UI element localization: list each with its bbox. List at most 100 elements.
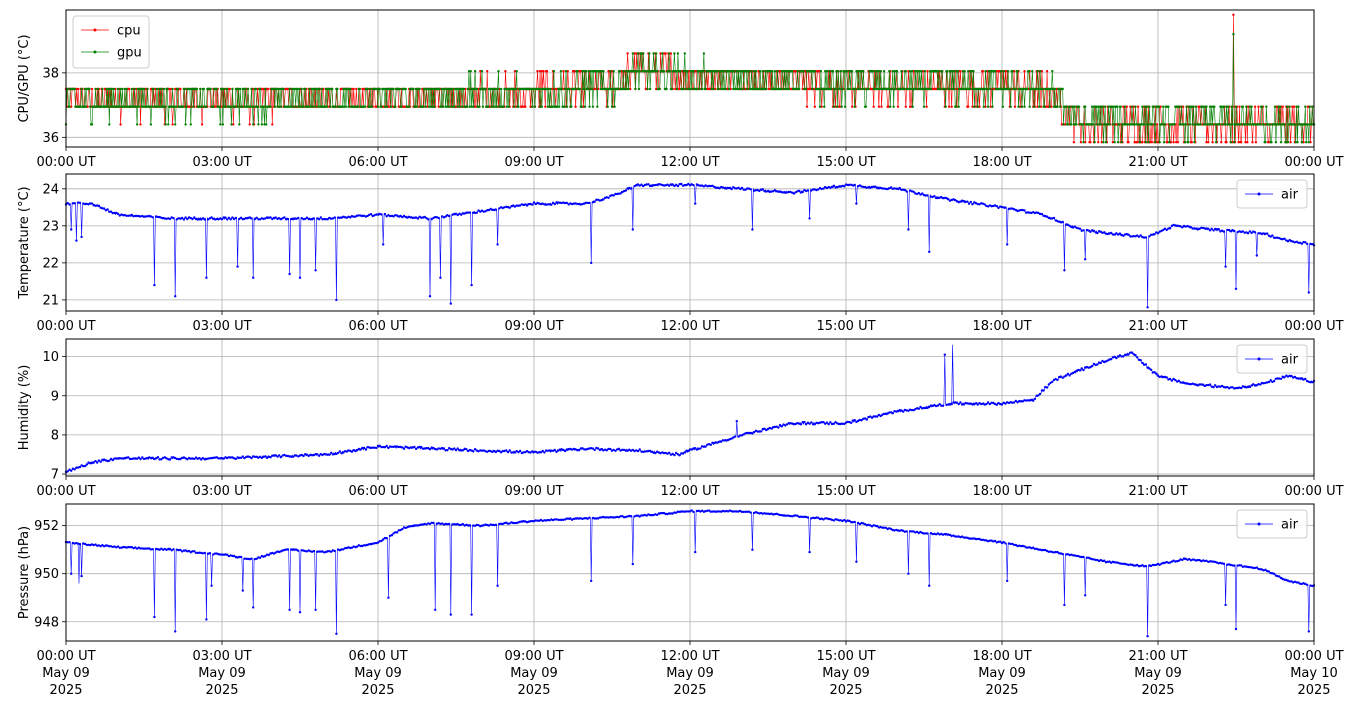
data-point xyxy=(760,430,762,432)
data-point xyxy=(938,70,940,72)
data-point xyxy=(1223,230,1225,232)
data-point xyxy=(926,532,928,534)
data-point xyxy=(98,205,100,207)
data-point xyxy=(854,521,856,523)
data-point xyxy=(780,88,782,90)
data-point xyxy=(96,461,98,463)
data-point xyxy=(1189,123,1191,125)
data-point xyxy=(896,70,898,72)
data-point xyxy=(264,88,266,90)
data-point xyxy=(563,106,565,108)
data-point xyxy=(1120,141,1122,143)
data-point xyxy=(1015,88,1017,90)
data-point xyxy=(822,88,824,90)
data-point xyxy=(952,88,954,90)
data-point xyxy=(863,88,865,90)
data-point xyxy=(1043,106,1045,108)
data-point xyxy=(977,106,979,108)
data-point xyxy=(905,70,907,72)
data-point xyxy=(1074,106,1076,108)
data-point xyxy=(1293,106,1295,108)
data-point xyxy=(108,123,110,125)
data-point xyxy=(684,52,686,54)
data-point xyxy=(613,70,615,72)
data-point xyxy=(841,106,843,108)
data-point xyxy=(91,88,93,90)
data-point xyxy=(762,70,764,72)
data-point xyxy=(1031,70,1033,72)
data-point xyxy=(750,70,752,72)
data-point xyxy=(570,106,572,108)
data-point xyxy=(638,88,640,90)
data-point xyxy=(1205,106,1207,108)
data-point xyxy=(412,88,414,90)
data-point xyxy=(1140,359,1142,361)
data-point xyxy=(216,88,218,90)
data-point xyxy=(673,52,675,54)
data-point xyxy=(1180,106,1182,108)
data-point xyxy=(1079,228,1081,230)
data-point xyxy=(382,243,384,245)
data-point xyxy=(230,218,232,220)
data-point xyxy=(836,106,838,108)
data-point xyxy=(774,70,776,72)
data-point xyxy=(236,106,238,108)
data-point xyxy=(665,52,667,54)
data-point xyxy=(531,203,533,205)
data-point xyxy=(1230,141,1232,143)
data-point xyxy=(223,88,225,90)
x-tick-label: 06:00 UT xyxy=(348,319,407,334)
data-point xyxy=(646,88,648,90)
data-point xyxy=(777,426,779,428)
data-point xyxy=(966,201,968,203)
data-point xyxy=(314,269,316,271)
data-point xyxy=(250,457,252,459)
data-point xyxy=(734,435,736,437)
data-point xyxy=(531,106,533,108)
data-point xyxy=(1146,123,1148,125)
data-point xyxy=(380,106,382,108)
data-point xyxy=(88,88,90,90)
data-point xyxy=(1311,106,1313,108)
data-point xyxy=(192,106,194,108)
data-point xyxy=(1167,106,1169,108)
data-point xyxy=(1304,378,1306,380)
data-point xyxy=(250,558,252,560)
data-point xyxy=(592,106,594,108)
data-point xyxy=(546,70,548,72)
data-point xyxy=(231,88,233,90)
data-point xyxy=(692,184,694,186)
data-point xyxy=(926,70,928,72)
data-point xyxy=(587,88,589,90)
data-point xyxy=(1185,106,1187,108)
data-point xyxy=(369,88,371,90)
data-point xyxy=(495,209,497,211)
data-point xyxy=(392,88,394,90)
data-point xyxy=(833,185,835,187)
data-point xyxy=(210,585,212,587)
data-point xyxy=(465,448,467,450)
data-point xyxy=(755,70,757,72)
data-point xyxy=(699,447,701,449)
data-point xyxy=(335,299,337,301)
data-point xyxy=(889,106,891,108)
data-point xyxy=(704,88,706,90)
data-point xyxy=(902,410,904,412)
data-point xyxy=(647,183,649,185)
y-tick-label: 22 xyxy=(42,256,59,271)
data-point xyxy=(855,561,857,563)
data-point xyxy=(1038,106,1040,108)
data-point xyxy=(698,88,700,90)
data-point xyxy=(1233,141,1235,143)
data-point xyxy=(117,213,119,215)
data-point xyxy=(1082,369,1084,371)
data-point xyxy=(205,618,207,620)
data-point xyxy=(609,70,611,72)
data-point xyxy=(1192,123,1194,125)
data-point xyxy=(174,630,176,632)
data-point xyxy=(308,88,310,90)
y-tick-label: 952 xyxy=(34,519,59,534)
data-point xyxy=(723,70,725,72)
data-point xyxy=(1301,141,1303,143)
